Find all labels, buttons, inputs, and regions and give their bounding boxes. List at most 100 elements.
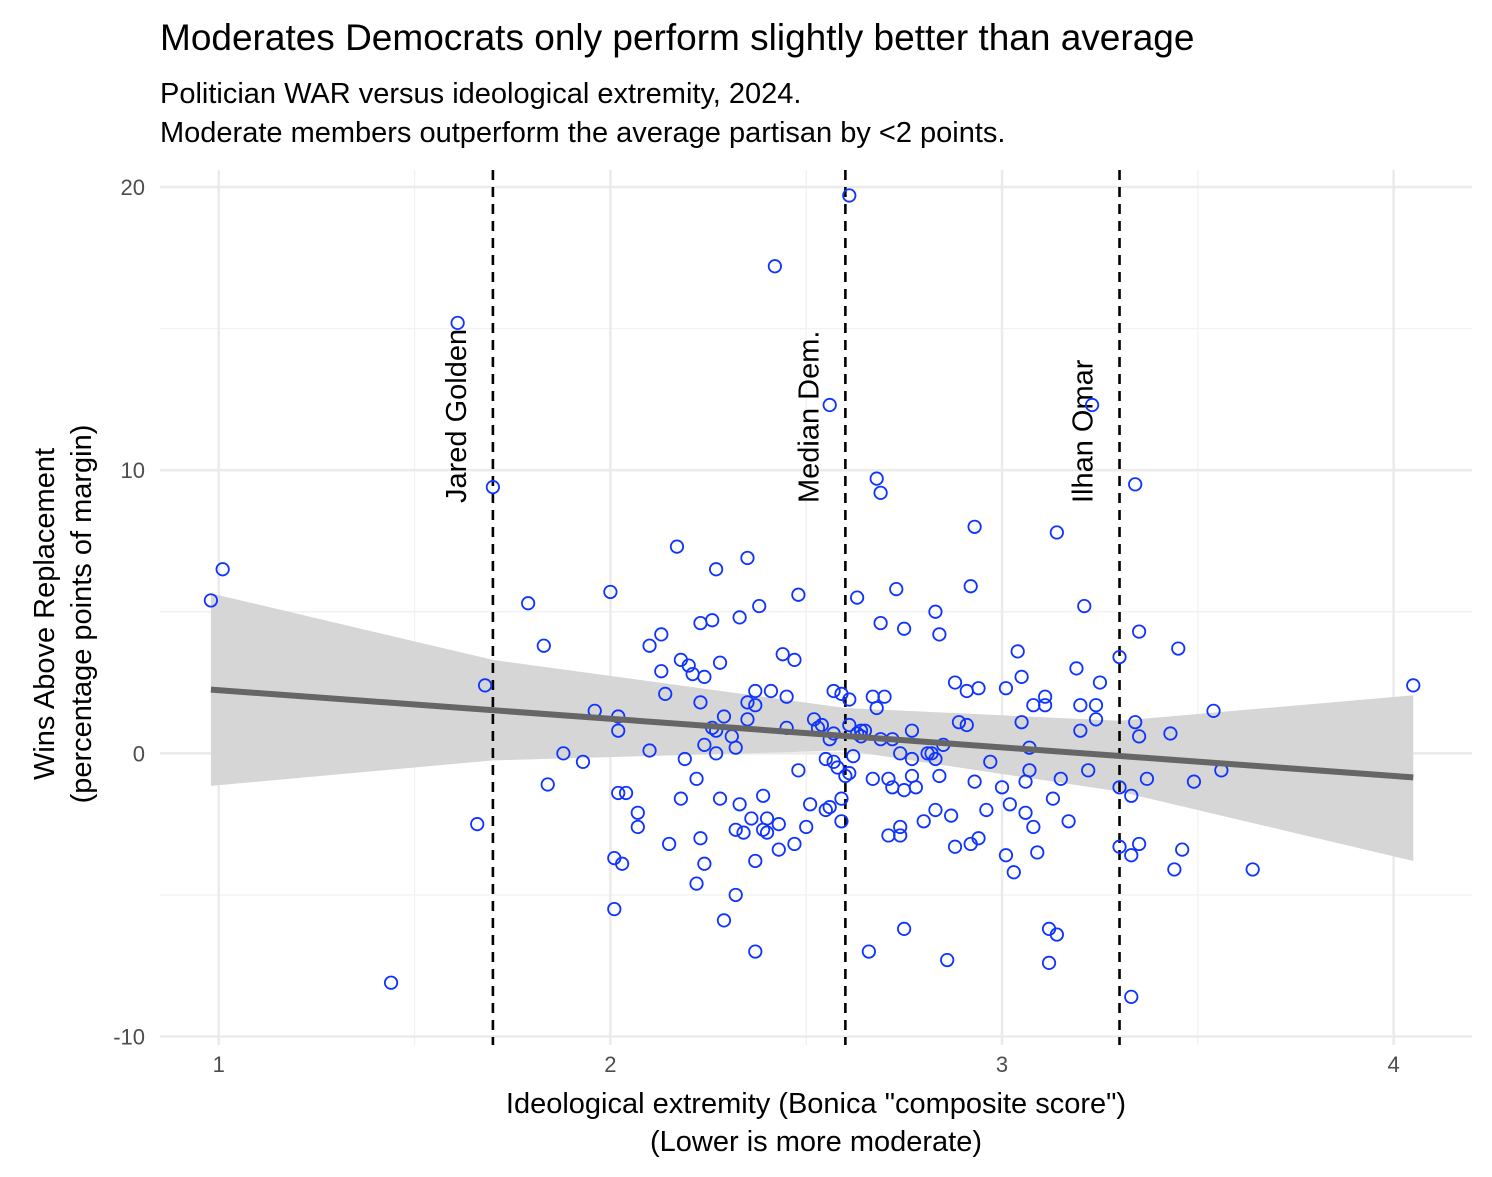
- scatter-point: [1049, 525, 1064, 540]
- scatter-point: [1175, 842, 1190, 857]
- scatter-point: [1002, 797, 1017, 812]
- scatter-point: [732, 797, 747, 812]
- scatter-point: [748, 944, 763, 959]
- scatter-point: [779, 689, 794, 704]
- scatter-point: [1049, 927, 1064, 942]
- scatter-point: [814, 717, 829, 733]
- scatter-point: [881, 771, 896, 786]
- scatter-point: [1081, 763, 1096, 778]
- scatter-point: [791, 587, 806, 602]
- scatter-point: [1041, 955, 1057, 970]
- scatter-point: [842, 717, 857, 733]
- scatter-point: [716, 709, 732, 724]
- scatter-point: [736, 825, 751, 840]
- scatter-point: [1128, 477, 1143, 492]
- scatter-point: [928, 751, 943, 767]
- scatter-point: [681, 658, 696, 673]
- scatter-point: [869, 471, 884, 486]
- scatter-point: [732, 610, 747, 625]
- scatter-point: [693, 615, 708, 631]
- scatter-point: [1073, 698, 1088, 713]
- scatter-point: [1132, 624, 1147, 639]
- scatter-point: [971, 681, 986, 696]
- scatter-point: [838, 768, 853, 784]
- scatter-point: [536, 638, 551, 653]
- scatter-point: [1167, 862, 1182, 877]
- scatter-point: [689, 771, 704, 786]
- scatter-point: [873, 615, 888, 631]
- scatter-point: [728, 740, 743, 755]
- scatter-point: [1014, 669, 1029, 684]
- scatter-point: [928, 802, 943, 818]
- scatter-point: [759, 825, 775, 840]
- scatter-point: [1163, 726, 1178, 741]
- scatter-point: [1045, 791, 1061, 806]
- scatter-point: [940, 952, 955, 968]
- scatter-point: [748, 683, 763, 699]
- scatter-point: [485, 480, 500, 495]
- scatter-point: [1245, 862, 1260, 877]
- scatter-point: [893, 746, 908, 761]
- chart-title: Moderates Democrats only perform slightl…: [160, 17, 1194, 58]
- scatter-point: [712, 655, 728, 670]
- scatter-point: [450, 315, 465, 331]
- scatter-point: [967, 519, 982, 534]
- scatter-point: [889, 581, 904, 597]
- scatter-point: [654, 627, 669, 642]
- trend-line-layer: [210, 686, 1414, 781]
- scatter-point: [1139, 771, 1155, 786]
- scatter-point: [470, 817, 485, 832]
- scatter-point: [877, 689, 892, 704]
- scatter-point: [709, 562, 724, 577]
- scatter-point: [1022, 763, 1037, 778]
- scatter-point: [916, 814, 931, 829]
- scatter-point: [830, 760, 845, 775]
- scatter-point: [1124, 788, 1139, 803]
- scatter-point: [611, 723, 626, 738]
- scatter-point: [983, 754, 998, 769]
- minor-gridlines: [160, 170, 1472, 1045]
- scatter-point: [1061, 814, 1076, 829]
- scatter-point: [740, 550, 755, 566]
- scatter-point: [693, 695, 708, 710]
- scatter-point: [791, 763, 806, 778]
- scatter-point: [689, 876, 704, 891]
- scatter-point: [834, 791, 849, 806]
- scatter-point: [1171, 641, 1186, 656]
- scatter-point: [611, 785, 626, 801]
- trend-line: [210, 686, 1414, 781]
- scatter-point: [771, 817, 786, 832]
- scatter-point: [763, 683, 779, 699]
- scatter-point: [521, 596, 536, 611]
- x-tick-label: 3: [996, 1052, 1008, 1077]
- scatter-point: [759, 811, 775, 826]
- scatter-point: [1406, 678, 1421, 693]
- scatter-point: [658, 686, 673, 701]
- scatter-point: [893, 819, 908, 835]
- scatter-point: [850, 590, 865, 605]
- scatter-point: [728, 887, 743, 903]
- scatter-point: [771, 842, 786, 857]
- scatter-point: [697, 737, 712, 752]
- scatter-points: [203, 188, 1421, 1004]
- scatter-point: [1026, 698, 1041, 713]
- scatter-point: [697, 856, 712, 871]
- scatter-point: [959, 717, 974, 733]
- scatter-point: [893, 828, 908, 843]
- scatter-point: [959, 683, 974, 699]
- scatter-point: [1053, 771, 1068, 786]
- scatter-point: [861, 944, 876, 959]
- scatter-point: [1077, 598, 1092, 614]
- scatter-point: [1026, 819, 1041, 835]
- y-axis-title-line-1: Wins Above Replacement: [29, 448, 61, 780]
- scatter-point: [1124, 989, 1139, 1004]
- scatter-point: [998, 848, 1014, 863]
- scatter-point: [603, 584, 618, 600]
- scatter-point: [1030, 845, 1045, 860]
- scatter-point: [775, 647, 790, 662]
- major-gridlines: [160, 170, 1472, 1045]
- scatter-point: [818, 802, 833, 818]
- y-tick-label: 0: [133, 741, 145, 766]
- scatter-point: [1088, 698, 1104, 713]
